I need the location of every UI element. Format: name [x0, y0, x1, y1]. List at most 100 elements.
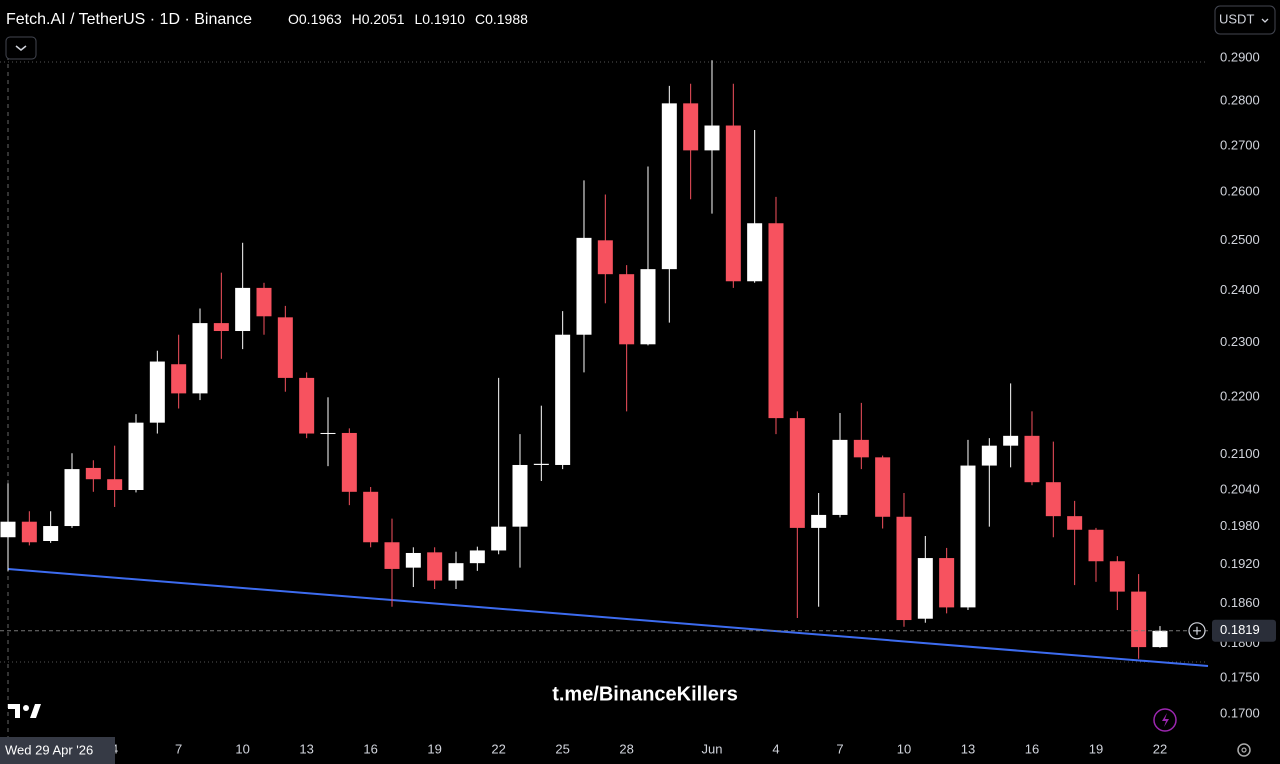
ohlc-key: L [414, 11, 422, 27]
y-tick-label: 0.2500 [1220, 232, 1260, 247]
candle-body [405, 552, 421, 568]
icon-bolt [1162, 713, 1169, 727]
candle-body [171, 364, 187, 394]
candle-body [661, 103, 677, 270]
tv-logo [8, 704, 41, 718]
x-tick-label: 7 [175, 741, 182, 756]
y-tick-label: 0.1920 [1220, 556, 1260, 571]
plus [1193, 626, 1201, 635]
candle-body [0, 521, 16, 538]
candle-body [1131, 591, 1147, 648]
x-tick-label: 19 [427, 741, 441, 756]
candle-body [896, 516, 912, 621]
candle-body [1045, 482, 1061, 517]
plot-area [0, 40, 1208, 737]
candle-body [640, 269, 656, 345]
logo-part [30, 704, 41, 718]
y-tick-label: 0.2900 [1220, 50, 1260, 65]
x-tick-label: 13 [961, 741, 975, 756]
x-tick-label: 28 [619, 741, 633, 756]
x-tick-label: 10 [235, 741, 249, 756]
crosshair-date-box [0, 737, 115, 764]
candle-body [619, 274, 635, 345]
y-tick-label: 0.2400 [1220, 282, 1260, 297]
candle-body [981, 445, 997, 466]
candle-body [597, 240, 613, 275]
candle-body [811, 514, 827, 528]
candle-body [256, 287, 272, 317]
x-tick-label: 25 [555, 741, 569, 756]
ohlc-value: 0.1988 [485, 11, 528, 27]
candle-body [128, 422, 144, 491]
candle-body [576, 237, 592, 335]
currency-label: USDT [1219, 11, 1254, 26]
y-tick-label: 0.2200 [1220, 389, 1260, 404]
collapse-button[interactable] [5, 36, 37, 60]
candle-body [939, 558, 955, 608]
currency-button[interactable]: USDT [1214, 5, 1276, 35]
gear-hub [1241, 747, 1247, 753]
candle-body [192, 323, 208, 394]
crosshair-date: Wed 29 Apr '26 [5, 742, 93, 757]
button-frame [1214, 5, 1276, 35]
candle-body [21, 521, 37, 543]
y-tick-label: 0.1700 [1220, 705, 1260, 720]
candle-body [768, 223, 784, 419]
y-tick-label: 0.1860 [1220, 595, 1260, 610]
candle-body [832, 439, 848, 515]
ohlc-key: O [288, 11, 299, 27]
last-price-tag: 0.1819 [1212, 619, 1276, 642]
ohlc-value: 0.1963 [299, 11, 342, 27]
button-frame [5, 36, 37, 60]
candle-body [299, 377, 315, 434]
chevron [1261, 18, 1269, 23]
x-tick-label: 16 [363, 741, 377, 756]
candle-body [1088, 529, 1104, 562]
chart-title: Fetch.AI / TetherUS · 1D · Binance [6, 11, 252, 28]
candle-body [747, 223, 763, 282]
candle-body [512, 464, 528, 527]
y-tick-label: 0.2300 [1220, 334, 1260, 349]
settings-button[interactable] [1237, 743, 1251, 757]
ohlc-key: H [352, 11, 362, 27]
candle-body [917, 558, 933, 619]
candle-body [107, 479, 123, 491]
candle-body [85, 467, 101, 480]
candle-body [683, 103, 699, 151]
y-tick-label: 0.1750 [1220, 670, 1260, 685]
x-tick-label: 4 [772, 741, 779, 756]
candle-body [427, 552, 443, 581]
add-alert-button[interactable] [1188, 622, 1206, 640]
price-tag-box [1212, 619, 1276, 642]
last-price-label: 0.1819 [1220, 622, 1260, 637]
candle-body [320, 432, 336, 434]
gear [1237, 743, 1251, 757]
candle-body [704, 125, 720, 151]
candle-body [448, 563, 464, 581]
candle-body [789, 418, 805, 528]
logo-part [8, 704, 20, 718]
candle-body [491, 526, 507, 551]
candle-body [235, 287, 251, 332]
lightning-button[interactable] [1153, 708, 1177, 732]
ohlc-value: 0.1910 [422, 11, 465, 27]
candle-body [64, 469, 80, 527]
x-tick-label: 7 [836, 741, 843, 756]
candle-body [384, 542, 400, 569]
candle-body [853, 439, 869, 458]
candle-body [533, 463, 549, 465]
candle-body [341, 432, 357, 492]
candle-body [725, 125, 741, 282]
candle-body [1109, 561, 1125, 592]
candle-body [149, 361, 165, 423]
y-tick-label: 0.2700 [1220, 137, 1260, 152]
watermark: t.me/BinanceKillers [552, 683, 738, 705]
candle-body [277, 317, 293, 378]
candle-body [1003, 435, 1019, 446]
logo-part [23, 705, 29, 711]
x-tick-label: 16 [1025, 741, 1039, 756]
ohlc: O0.1963 H0.2051 L0.1910 C0.1988 [288, 11, 528, 27]
candle-body [1067, 516, 1083, 530]
